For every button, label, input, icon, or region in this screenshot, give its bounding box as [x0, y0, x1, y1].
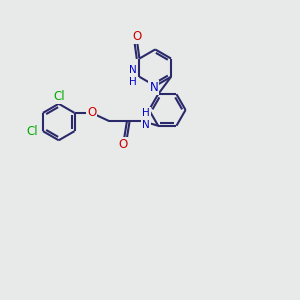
Text: O: O	[118, 138, 127, 151]
Text: O: O	[87, 106, 96, 119]
Text: Cl: Cl	[53, 90, 64, 103]
Text: Cl: Cl	[26, 125, 38, 138]
Text: O: O	[132, 30, 142, 43]
Text: N
H: N H	[129, 65, 136, 87]
Text: H
N: H N	[142, 108, 150, 130]
Text: N: N	[149, 81, 158, 94]
